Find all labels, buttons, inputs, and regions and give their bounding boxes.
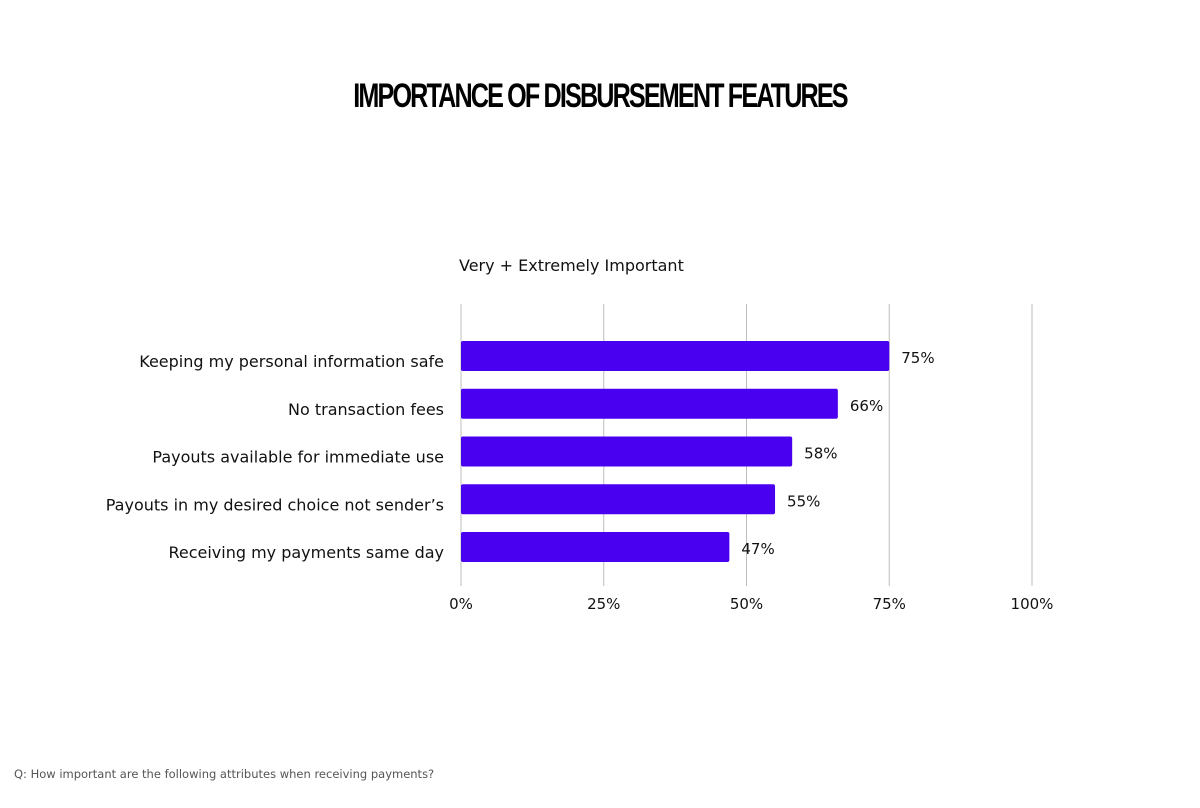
value-label: 47% (741, 540, 774, 558)
category-label: No transaction fees (288, 400, 444, 419)
x-tick-label: 25% (587, 595, 620, 613)
bar (461, 484, 776, 515)
category-label: Payouts available for immediate use (152, 448, 444, 467)
bar (461, 341, 890, 371)
bar (461, 532, 730, 562)
category-label: Receiving my payments same day (168, 543, 444, 562)
x-tick-label: 100% (1011, 595, 1054, 613)
x-tick-label: 50% (730, 595, 763, 613)
bar (461, 388, 838, 419)
value-label: 75% (901, 349, 934, 367)
category-label: Payouts in my desired choice not sender’… (106, 495, 444, 514)
value-label: 66% (850, 397, 883, 415)
survey-question-footnote: Q: How important are the following attri… (14, 767, 435, 781)
value-label: 55% (787, 492, 820, 510)
chart-title: IMPORTANCE OF DISBURSEMENT FEATURES (353, 77, 848, 115)
labels: 0% 25% 50% 75% 100% Keeping my personal infor… (106, 349, 1054, 613)
x-tick-label: 75% (873, 595, 906, 613)
category-label: Keeping my personal information safe (139, 352, 444, 371)
bars (461, 341, 890, 562)
chart-subtitle: Very + Extremely Important (459, 256, 684, 275)
bar (461, 436, 793, 467)
x-tick-label: 0% (449, 595, 473, 613)
value-label: 58% (804, 445, 837, 463)
